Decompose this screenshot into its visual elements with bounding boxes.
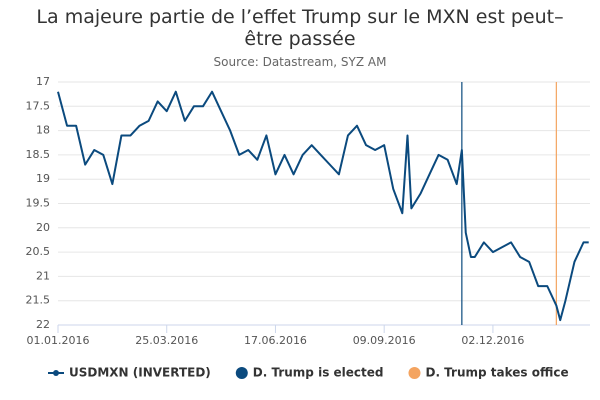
y-tick-label: 21.5 — [26, 294, 51, 307]
x-tick-label: 02.12.2016 — [461, 334, 524, 347]
legend-label: D. Trump is elected — [253, 366, 384, 380]
y-tick-label: 20.5 — [26, 245, 51, 258]
x-tick-label: 01.01.2016 — [27, 334, 90, 347]
chart-title: La majeure partie de l’effet Trump sur l… — [36, 6, 564, 50]
legend-label: USDMXN (INVERTED) — [69, 366, 211, 380]
data-line — [57, 90, 589, 322]
y-tick-label: 19.5 — [26, 197, 51, 210]
y-tick-label: 17.5 — [26, 99, 51, 112]
chart-subtitle: Source: Datastream, SYZ AM — [213, 55, 387, 69]
y-tick-label: 18 — [36, 124, 50, 137]
y-tick-label: 17 — [36, 75, 50, 88]
x-tick-label: 17.06.2016 — [244, 334, 307, 347]
y-tick-label: 22 — [36, 318, 50, 331]
y-tick-label: 20 — [36, 221, 50, 234]
y-tick-label: 19 — [36, 172, 50, 185]
legend-marker — [53, 370, 59, 376]
y-tick-label: 18.5 — [26, 148, 51, 161]
x-tick-label: 09.09.2016 — [353, 334, 416, 347]
legend-marker — [235, 367, 248, 379]
legend-label: D. Trump takes office — [425, 366, 568, 380]
x-tick-label: 25.03.2016 — [135, 334, 198, 347]
legend-marker — [408, 367, 421, 379]
y-tick-label: 21 — [36, 269, 50, 282]
